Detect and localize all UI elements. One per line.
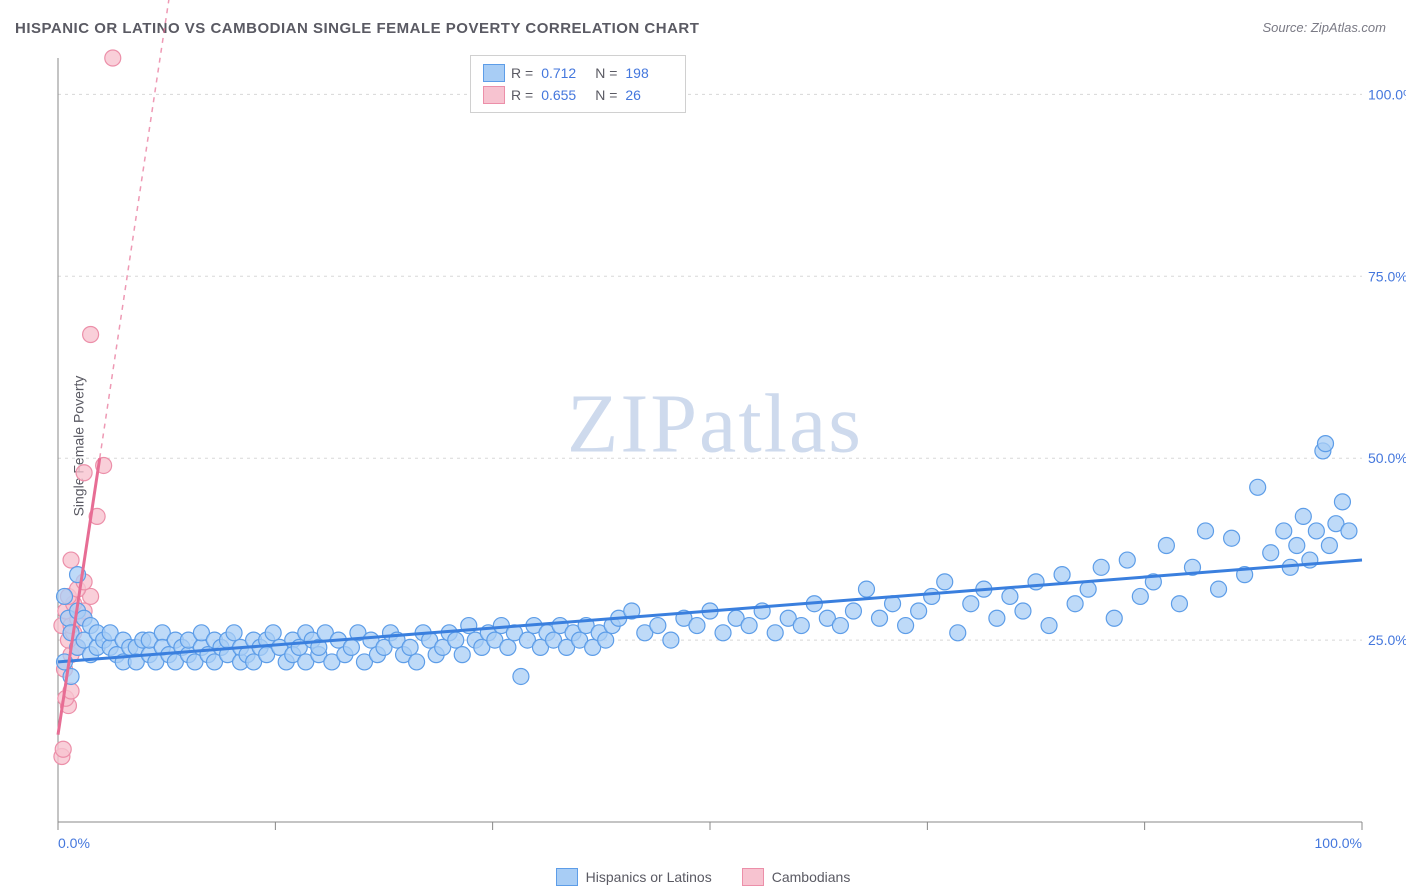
- legend-row-hispanic: R = 0.712 N = 198: [483, 62, 673, 84]
- data-point: [513, 668, 529, 684]
- data-point: [1250, 479, 1266, 495]
- data-point: [1263, 545, 1279, 561]
- legend-swatch-hispanic: [483, 64, 505, 82]
- data-point: [500, 639, 516, 655]
- legend-r-value-hispanic: 0.712: [541, 62, 589, 84]
- data-point: [1224, 530, 1240, 546]
- data-point: [872, 610, 888, 626]
- data-point: [57, 588, 73, 604]
- legend-label-hispanic: Hispanics or Latinos: [586, 869, 712, 885]
- data-point: [265, 625, 281, 641]
- trend-line-extension: [100, 0, 169, 458]
- data-point: [898, 618, 914, 634]
- legend-item-cambodian: Cambodians: [742, 868, 851, 886]
- data-point: [1289, 538, 1305, 554]
- chart-container: HISPANIC OR LATINO VS CAMBODIAN SINGLE F…: [0, 0, 1406, 892]
- data-point: [55, 741, 71, 757]
- data-point: [1198, 523, 1214, 539]
- data-point: [409, 654, 425, 670]
- data-point: [1119, 552, 1135, 568]
- data-point: [105, 50, 121, 66]
- data-point: [1321, 538, 1337, 554]
- legend-n-label: N =: [595, 84, 617, 106]
- data-point: [1132, 588, 1148, 604]
- data-point: [83, 326, 99, 342]
- data-point: [1317, 436, 1333, 452]
- data-point: [1015, 603, 1031, 619]
- data-point: [1171, 596, 1187, 612]
- data-point: [1028, 574, 1044, 590]
- data-point: [1002, 588, 1018, 604]
- y-tick-label: 25.0%: [1368, 632, 1406, 648]
- data-point: [793, 618, 809, 634]
- y-tick-label: 50.0%: [1368, 450, 1406, 466]
- data-point: [226, 625, 242, 641]
- legend-r-label: R =: [511, 62, 533, 84]
- legend-item-hispanic: Hispanics or Latinos: [556, 868, 712, 886]
- legend-n-value-cambodian: 26: [625, 84, 673, 106]
- legend-label-cambodian: Cambodians: [772, 869, 851, 885]
- data-point: [650, 618, 666, 634]
- data-point: [715, 625, 731, 641]
- data-point: [63, 552, 79, 568]
- data-point: [845, 603, 861, 619]
- data-point: [454, 647, 470, 663]
- data-point: [1211, 581, 1227, 597]
- legend-r-label: R =: [511, 84, 533, 106]
- data-point: [911, 603, 927, 619]
- data-point: [1080, 581, 1096, 597]
- legend-n-value-hispanic: 198: [625, 62, 673, 84]
- y-tick-label: 100.0%: [1368, 86, 1406, 102]
- data-point: [1093, 559, 1109, 575]
- data-point: [1334, 494, 1350, 510]
- data-point: [689, 618, 705, 634]
- data-point: [989, 610, 1005, 626]
- data-point: [937, 574, 953, 590]
- chart-svg: 25.0%50.0%75.0%100.0%0.0%100.0%: [50, 50, 1380, 830]
- source-prefix: Source:: [1262, 20, 1310, 35]
- data-point: [1276, 523, 1292, 539]
- source-attribution: Source: ZipAtlas.com: [1262, 20, 1386, 35]
- legend-series: Hispanics or Latinos Cambodians: [0, 868, 1406, 886]
- data-point: [1054, 567, 1070, 583]
- data-point: [402, 639, 418, 655]
- legend-n-label: N =: [595, 62, 617, 84]
- data-point: [1106, 610, 1122, 626]
- data-point: [963, 596, 979, 612]
- data-point: [343, 639, 359, 655]
- data-point: [663, 632, 679, 648]
- x-tick-label-right: 100.0%: [1315, 835, 1362, 851]
- data-point: [924, 588, 940, 604]
- plot-area: 25.0%50.0%75.0%100.0%0.0%100.0% ZIPatlas: [50, 50, 1380, 830]
- legend-swatch-cambodian: [483, 86, 505, 104]
- chart-title: HISPANIC OR LATINO VS CAMBODIAN SINGLE F…: [15, 20, 699, 37]
- y-tick-label: 75.0%: [1368, 268, 1406, 284]
- legend-row-cambodian: R = 0.655 N = 26: [483, 84, 673, 106]
- data-point: [76, 465, 92, 481]
- data-point: [598, 632, 614, 648]
- trend-line: [58, 560, 1362, 662]
- legend-swatch-hispanic: [556, 868, 578, 886]
- data-point: [832, 618, 848, 634]
- data-point: [741, 618, 757, 634]
- data-point: [448, 632, 464, 648]
- data-point: [1308, 523, 1324, 539]
- data-point: [1041, 618, 1057, 634]
- data-point: [1067, 596, 1083, 612]
- data-point: [1295, 508, 1311, 524]
- legend-correlation: R = 0.712 N = 198 R = 0.655 N = 26: [470, 55, 686, 113]
- data-point: [1341, 523, 1357, 539]
- data-point: [950, 625, 966, 641]
- data-point: [1158, 538, 1174, 554]
- x-tick-label-left: 0.0%: [58, 835, 90, 851]
- data-point: [767, 625, 783, 641]
- data-point: [858, 581, 874, 597]
- legend-swatch-cambodian: [742, 868, 764, 886]
- source-name: ZipAtlas.com: [1311, 20, 1386, 35]
- legend-r-value-cambodian: 0.655: [541, 84, 589, 106]
